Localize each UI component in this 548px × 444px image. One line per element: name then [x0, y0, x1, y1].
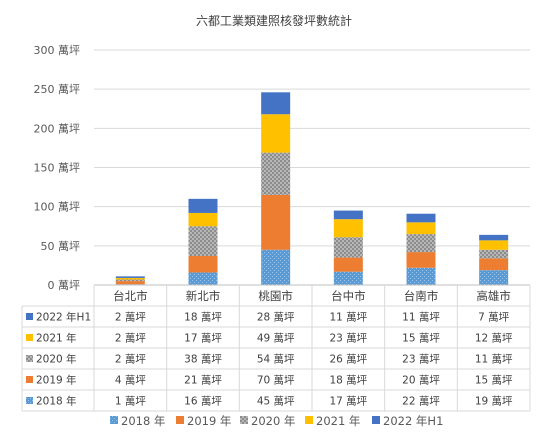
table-cell: 28 萬坪: [257, 311, 295, 324]
bar-segment: [479, 258, 509, 271]
table-cell: 45 萬坪: [257, 395, 295, 408]
y-tick-label: 150 萬坪: [34, 162, 81, 175]
table-cell: 49 萬坪: [257, 332, 295, 345]
bar-segment: [115, 279, 145, 282]
legend-swatch: [110, 416, 118, 424]
table-cell: 12 萬坪: [475, 332, 513, 345]
table-legend-key: [26, 334, 33, 341]
bar-segment: [333, 271, 363, 285]
legend-label: 2021 年: [316, 414, 360, 428]
table-cell: 15 萬坪: [475, 374, 513, 387]
bar-segment: [406, 222, 436, 235]
y-tick-label: 100 萬坪: [34, 201, 81, 214]
table-legend-key: [26, 376, 33, 383]
table-cell: 2 萬坪: [115, 353, 147, 366]
table-cell: 20 萬坪: [402, 374, 440, 387]
table-cell: 11 萬坪: [329, 311, 367, 324]
legend-label: 2018 年: [121, 414, 165, 428]
table-cell: 16 萬坪: [184, 395, 222, 408]
legend-swatch: [305, 416, 313, 424]
table-legend-key: [26, 313, 33, 320]
table-row-label: 2020 年: [36, 353, 77, 366]
x-category-label: 新北市: [186, 289, 221, 303]
table-cell: 11 萬坪: [475, 353, 513, 366]
y-tick-label: 50 萬坪: [41, 240, 81, 253]
table-cell: 19 萬坪: [475, 395, 513, 408]
table-row-label: 2021 年: [36, 332, 77, 345]
table-cell: 1 萬坪: [115, 395, 147, 408]
table-cell: 15 萬坪: [402, 332, 440, 345]
table-cell: 4 萬坪: [115, 374, 147, 387]
legend-swatch: [176, 416, 184, 424]
bar-segment: [115, 276, 145, 278]
bar-segment: [261, 92, 291, 115]
bar-segment: [115, 281, 145, 285]
bar-segment: [406, 252, 436, 268]
bar-segment: [479, 240, 509, 250]
legend-label: 2020 年: [251, 414, 295, 428]
table-row-label: 2022 年H1: [36, 311, 91, 324]
bar-segment: [406, 267, 436, 285]
table-legend-key: [26, 355, 33, 362]
x-category-label: 台北市: [113, 289, 148, 303]
x-category-label: 台南市: [404, 289, 439, 303]
bar-segment: [261, 152, 291, 195]
x-category-label: 桃園市: [258, 289, 293, 303]
bar-segment: [188, 198, 218, 213]
table-cell: 70 萬坪: [257, 374, 295, 387]
bar-segment: [406, 213, 436, 223]
table-cell: 18 萬坪: [329, 374, 367, 387]
bar-segment: [261, 249, 291, 285]
bar-segment: [115, 277, 145, 280]
y-tick-label: 200 萬坪: [34, 122, 81, 135]
table-cell: 38 萬坪: [184, 353, 222, 366]
legend-label: 2019 年: [187, 414, 231, 428]
bar-segment: [406, 234, 436, 253]
table-cell: 11 萬坪: [402, 311, 440, 324]
x-category-label: 台中市: [331, 289, 366, 303]
legend-label: 2022 年H1: [383, 414, 443, 428]
table-cell: 23 萬坪: [402, 353, 440, 366]
x-category-label: 高雄市: [476, 289, 511, 303]
bar-segment: [333, 219, 363, 238]
y-tick-label: 0 萬坪: [48, 279, 81, 292]
bar-segment: [479, 270, 509, 285]
table-cell: 7 萬坪: [478, 311, 510, 324]
table-legend-key: [26, 397, 33, 404]
table-cell: 21 萬坪: [184, 374, 222, 387]
bar-segment: [333, 237, 363, 258]
table-cell: 2 萬坪: [115, 332, 147, 345]
table-cell: 2 萬坪: [115, 311, 147, 324]
table-cell: 17 萬坪: [184, 332, 222, 345]
bar-segment: [188, 272, 218, 285]
y-tick-label: 250 萬坪: [34, 83, 81, 96]
bar-segment: [479, 249, 509, 259]
bar-segment: [188, 226, 218, 257]
bar-segment: [333, 257, 363, 272]
bar-segment: [333, 210, 363, 220]
y-tick-label: 300 萬坪: [34, 44, 81, 57]
table-cell: 54 萬坪: [257, 353, 295, 366]
bar-segment: [188, 212, 218, 227]
table-cell: 26 萬坪: [329, 353, 367, 366]
table-cell: 18 萬坪: [184, 311, 222, 324]
chart-title: 六都工業類建照核發坪數統計: [195, 14, 352, 28]
bar-segment: [479, 234, 509, 241]
table-cell: 23 萬坪: [329, 332, 367, 345]
bar-segment: [261, 114, 291, 153]
table-cell: 22 萬坪: [402, 395, 440, 408]
table-row-label: 2019 年: [36, 374, 77, 387]
bar-segment: [261, 194, 291, 250]
bar-segment: [188, 256, 218, 273]
table-cell: 17 萬坪: [329, 395, 367, 408]
legend-swatch: [372, 416, 380, 424]
table-row-label: 2018 年: [36, 395, 77, 408]
legend-swatch: [240, 416, 248, 424]
